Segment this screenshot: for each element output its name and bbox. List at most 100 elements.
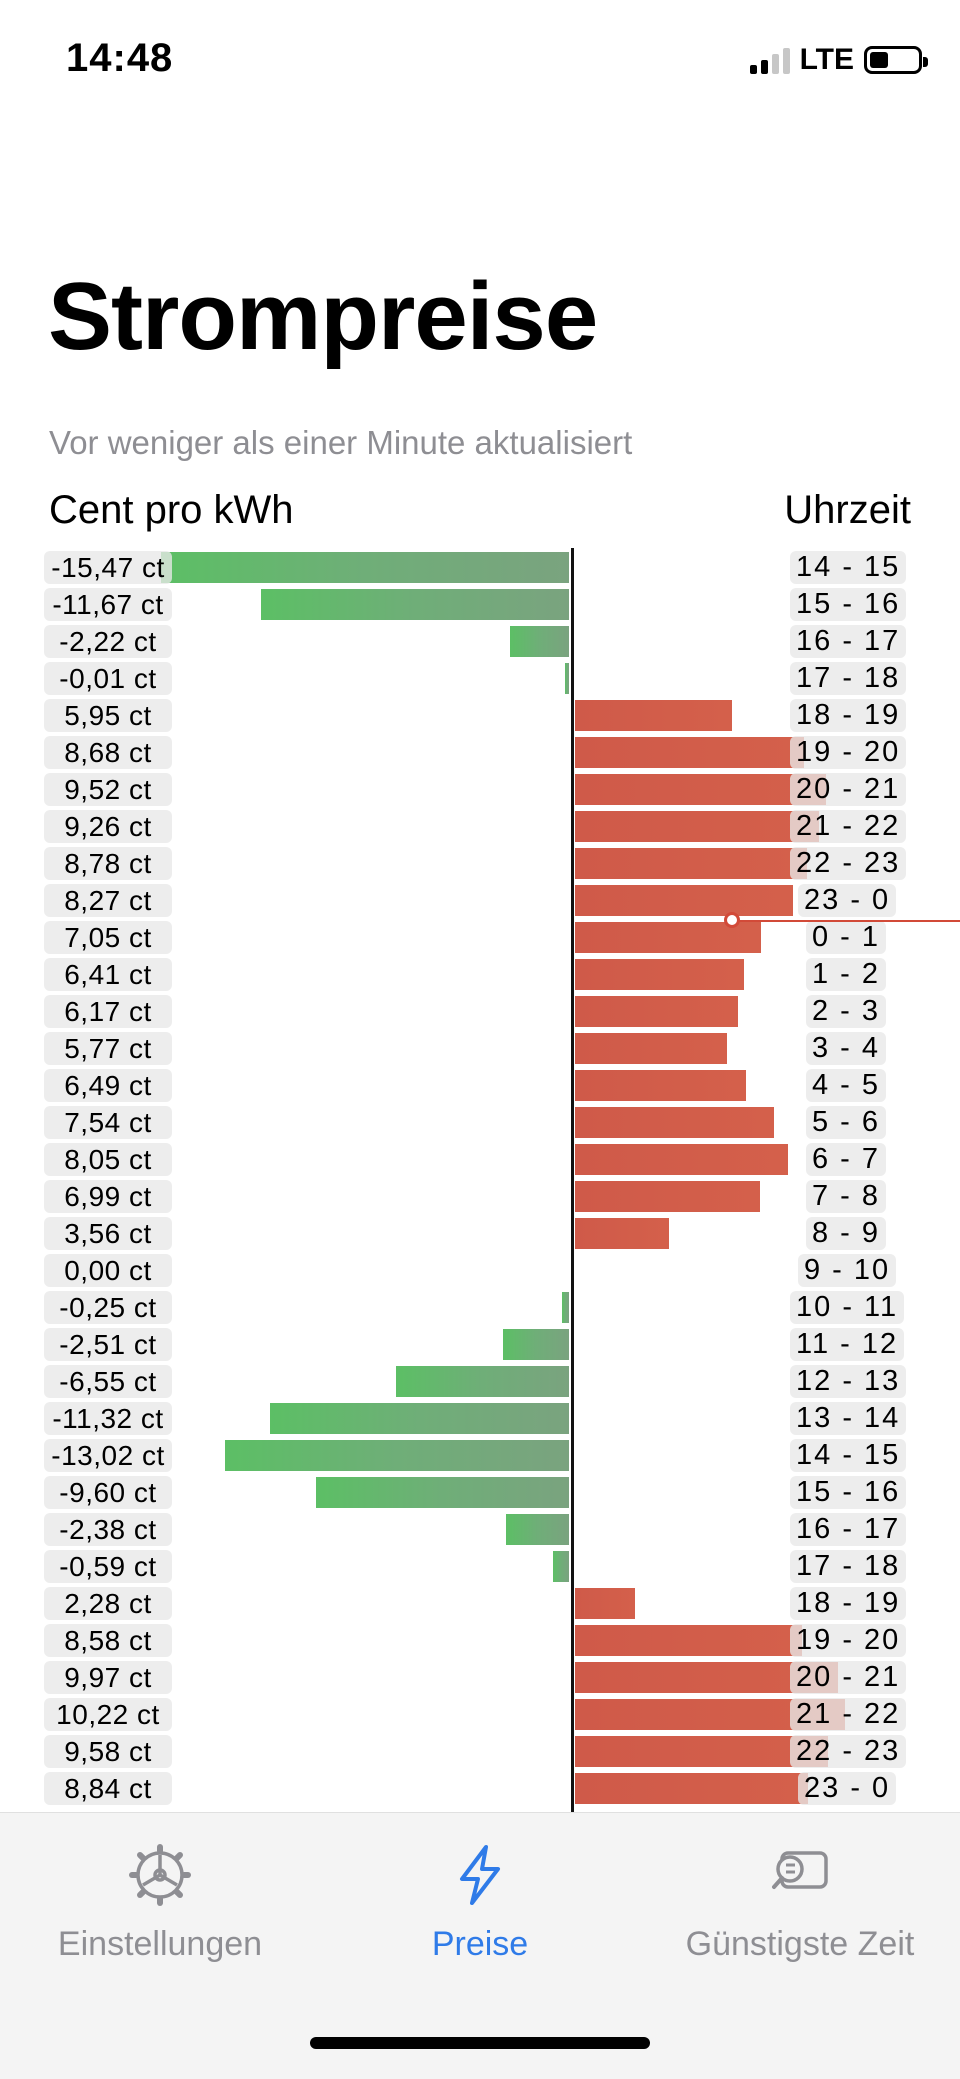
price-label: 8,27 ct <box>44 884 172 917</box>
hour-label: 8 - 9 <box>806 1217 887 1250</box>
tab-label: Günstigste Zeit <box>685 1925 915 1963</box>
price-bar[interactable] <box>575 959 745 990</box>
hour-label: 22 - 23 <box>790 847 907 880</box>
gear-icon <box>129 1844 191 1906</box>
price-label: 8,58 ct <box>44 1624 172 1657</box>
hour-label: 14 - 15 <box>790 551 907 584</box>
price-bar[interactable] <box>575 1144 788 1175</box>
price-chart[interactable]: -15,47 ct 14 - 15 -11,67 ct 15 - 16 -2,22 ct… <box>0 548 960 1812</box>
price-bar[interactable] <box>270 1403 569 1434</box>
price-label: -2,51 ct <box>44 1328 172 1361</box>
hour-label: 11 - 12 <box>790 1328 905 1361</box>
price-bar[interactable] <box>575 737 805 768</box>
price-bar[interactable] <box>575 1070 747 1101</box>
price-bar[interactable] <box>575 1773 809 1804</box>
search-chat-icon <box>772 1851 828 1889</box>
price-bar[interactable] <box>510 626 569 657</box>
tab-label: Einstellungen <box>57 1925 263 1963</box>
hour-label: 0 - 1 <box>806 921 887 954</box>
hour-label: 17 - 18 <box>790 662 907 695</box>
hour-label: 2 - 3 <box>806 995 887 1028</box>
price-label: 0,00 ct <box>44 1254 172 1287</box>
price-bar[interactable] <box>575 996 738 1027</box>
price-bar[interactable] <box>396 1366 569 1397</box>
price-label: 5,77 ct <box>44 1032 172 1065</box>
hour-label: 21 - 22 <box>790 810 907 843</box>
price-label: 7,54 ct <box>44 1106 172 1139</box>
hour-label: 15 - 16 <box>790 1476 907 1509</box>
battery-icon <box>864 46 928 74</box>
price-label: 6,99 ct <box>44 1180 172 1213</box>
price-bar[interactable] <box>575 1218 669 1249</box>
price-bar[interactable] <box>575 700 733 731</box>
status-bar: 14:48 LTE <box>0 0 960 110</box>
price-bar[interactable] <box>575 1107 775 1138</box>
price-label: -9,60 ct <box>44 1476 172 1509</box>
price-bar[interactable] <box>506 1514 569 1545</box>
price-column-header: Cent pro kWh <box>49 488 294 532</box>
hour-label: 18 - 19 <box>790 1587 907 1620</box>
price-label: 8,68 ct <box>44 736 172 769</box>
hour-label: 6 - 7 <box>806 1143 887 1176</box>
price-label: 9,58 ct <box>44 1735 172 1768</box>
last-updated-text: Vor weniger als einer Minute aktualisier… <box>49 424 633 461</box>
hour-label: 22 - 23 <box>790 1735 907 1768</box>
hour-label: 15 - 16 <box>790 588 907 621</box>
price-label: -0,59 ct <box>44 1550 172 1583</box>
price-label: 6,17 ct <box>44 995 172 1028</box>
hour-label: 14 - 15 <box>790 1439 907 1472</box>
hour-label: 5 - 6 <box>806 1106 887 1139</box>
price-bar[interactable] <box>575 885 794 916</box>
status-time: 14:48 <box>66 36 174 80</box>
page-title: Strompreise <box>48 263 598 370</box>
current-time-indicator <box>732 920 960 922</box>
price-label: 2,28 ct <box>44 1587 172 1620</box>
price-bar[interactable] <box>575 1588 636 1619</box>
price-bar[interactable] <box>225 1440 569 1471</box>
price-label: 7,05 ct <box>44 921 172 954</box>
tab-einstellungen[interactable]: Einstellungen <box>0 1843 320 1964</box>
price-label: 6,41 ct <box>44 958 172 991</box>
hour-label: 18 - 19 <box>790 699 907 732</box>
hour-label: 12 - 13 <box>790 1365 907 1398</box>
price-bar[interactable] <box>575 1736 828 1767</box>
price-bar[interactable] <box>575 1625 802 1656</box>
price-bar[interactable] <box>160 552 569 583</box>
price-label: 9,97 ct <box>44 1661 172 1694</box>
price-bar[interactable] <box>575 848 807 879</box>
hour-label: 1 - 2 <box>806 958 887 991</box>
hour-label: 13 - 14 <box>790 1402 907 1435</box>
price-bar[interactable] <box>575 774 827 805</box>
price-label: 8,05 ct <box>44 1143 172 1176</box>
price-label: -11,32 ct <box>44 1402 172 1435</box>
price-bar[interactable] <box>502 1329 569 1360</box>
zero-axis-line <box>571 548 574 1812</box>
price-bar[interactable] <box>565 663 569 694</box>
price-bar[interactable] <box>575 1181 760 1212</box>
hour-label: 7 - 8 <box>806 1180 887 1213</box>
hour-label: 4 - 5 <box>806 1069 887 1102</box>
price-label: 9,52 ct <box>44 773 172 806</box>
home-indicator <box>310 2037 650 2049</box>
price-label: 6,49 ct <box>44 1069 172 1102</box>
price-bar[interactable] <box>260 589 569 620</box>
hour-label: 17 - 18 <box>790 1550 907 1583</box>
tab-preise[interactable]: Preise <box>320 1843 640 1964</box>
hour-label: 16 - 17 <box>790 625 907 658</box>
price-bar[interactable] <box>575 811 820 842</box>
price-bar[interactable] <box>315 1477 569 1508</box>
price-label: -0,01 ct <box>44 662 172 695</box>
price-bar[interactable] <box>575 1033 728 1064</box>
hour-label: 19 - 20 <box>790 1624 907 1657</box>
hour-label: 20 - 21 <box>790 1661 907 1694</box>
hour-label: 20 - 21 <box>790 773 907 806</box>
price-bar[interactable] <box>562 1292 569 1323</box>
tab-bar: Einstellungen Preise Günstigste Zeit <box>0 1812 960 2079</box>
price-bar[interactable] <box>553 1551 569 1582</box>
price-label: -13,02 ct <box>44 1439 172 1472</box>
hour-label: 9 - 10 <box>798 1254 897 1287</box>
price-label: 10,22 ct <box>44 1698 172 1731</box>
tab-guenstigste-zeit[interactable]: Günstigste Zeit <box>640 1843 960 1964</box>
status-indicators: LTE <box>749 42 928 78</box>
price-label: 8,84 ct <box>44 1772 172 1805</box>
